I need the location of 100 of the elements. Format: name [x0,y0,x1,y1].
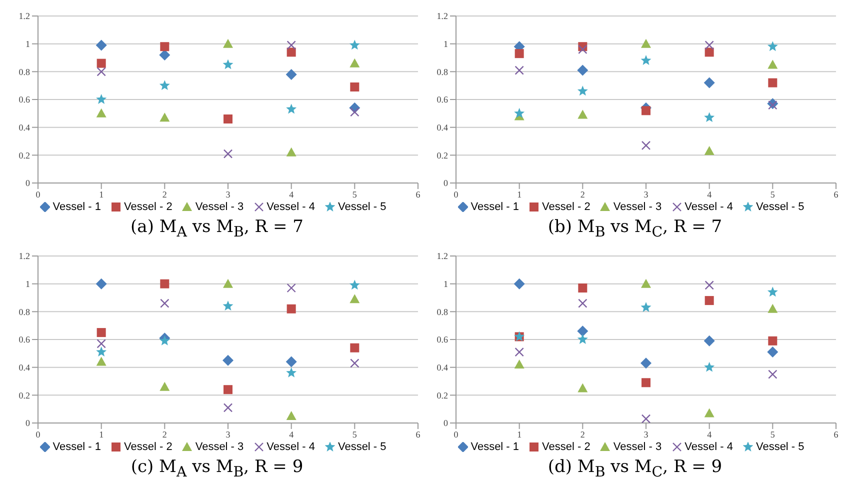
x-tick-label: 3 [226,429,231,440]
y-tick-label: 1.2 [436,11,448,22]
point [96,67,106,76]
point [350,343,360,352]
y-tick-label: 0.6 [18,94,30,105]
point [704,362,715,372]
point [96,108,106,118]
point [286,147,296,156]
point [704,40,714,50]
legend-label: Vessel - 1 [52,201,102,213]
point [767,346,778,358]
point [704,112,715,122]
text: (c) M$_{A}$ vs M$_{B}$, R = 9 [130,457,304,480]
point [96,94,107,104]
point [286,48,296,57]
y-tick-label: 0.2 [18,390,30,400]
x-tick-label: 2 [162,189,167,200]
point [577,334,588,344]
point [578,284,588,293]
point [96,346,107,356]
legend-label: Vessel - 2 [123,441,172,453]
y-tick-label: 1 [444,279,448,290]
x-tick-label: 6 [416,189,421,200]
point [222,59,234,70]
x-tick-label: 2 [580,189,585,200]
y-tick-label: 0.8 [436,66,448,77]
y-tick-label: 1.2 [18,11,30,22]
x-tick-label: 1 [99,189,104,200]
y-tick-label: 0.4 [436,122,448,133]
y-tick-label: 1.2 [436,251,448,262]
point [704,296,714,306]
point [223,38,233,48]
point [159,335,170,346]
x-tick-label: 2 [162,429,167,440]
point [159,80,170,90]
point [222,300,234,311]
point [286,367,297,378]
y-tick-label: 1 [444,39,448,50]
point [349,280,360,290]
x-tick-label: 4 [707,189,712,200]
point [286,356,297,368]
point [767,286,778,297]
point [96,356,106,366]
point [350,82,360,92]
legend-label: Vessel - 3 [194,441,244,453]
point [349,40,360,50]
x-tick-label: 5 [770,429,776,440]
point [224,114,232,124]
legend-label: Vessel - 5 [754,201,804,213]
point [514,278,525,290]
point [514,66,524,75]
point [641,278,651,288]
point [704,146,714,155]
point [514,360,524,369]
point [96,328,106,338]
point [160,382,170,391]
point [768,60,778,69]
point [577,86,588,96]
x-tick-label: 1 [517,429,522,440]
x-tick-label: 1 [99,429,104,440]
point [350,107,360,117]
legend-label: Vessel - 3 [194,201,244,213]
point [768,336,778,346]
point [704,77,715,88]
y-tick-label: 1.2 [18,251,30,262]
point [160,298,170,308]
point [96,40,107,51]
point [223,149,233,158]
y-tick-label: 0.2 [436,150,448,160]
point [223,403,233,412]
text: (a) M$_{A}$ vs M$_{B}$, R = 7 [130,217,304,240]
y-tick-label: 0.6 [18,334,30,345]
legend-label: Vessel - 4 [684,441,733,453]
point [641,414,651,423]
y-tick-label: 0.8 [436,306,448,317]
point [514,108,525,118]
point [222,354,234,366]
y-tick-label: 0.4 [436,362,448,373]
point [578,110,588,119]
point [768,370,778,379]
point [704,335,715,346]
point [768,304,778,313]
point [704,280,714,290]
point [514,49,524,58]
y-tick-label: 0.8 [18,306,30,317]
y-tick-label: 0.8 [18,66,30,77]
text: (b) M$_{B}$ vs M$_{C}$, R = 7 [546,217,724,240]
legend-label: Vessel - 4 [266,201,315,213]
point [160,112,170,122]
legend-label: Vessel - 1 [52,441,102,453]
point [768,78,778,88]
y-tick-label: 0.2 [436,390,448,400]
x-tick-label: 0 [454,189,459,200]
y-tick-label: 0.4 [18,362,30,373]
legend-label: Vessel - 5 [336,441,386,453]
y-tick-label: 0.2 [18,150,30,160]
point [224,385,232,394]
y-tick-label: 0.4 [18,122,30,133]
x-tick-label: 5 [352,189,358,200]
x-tick-label: 6 [834,429,839,440]
